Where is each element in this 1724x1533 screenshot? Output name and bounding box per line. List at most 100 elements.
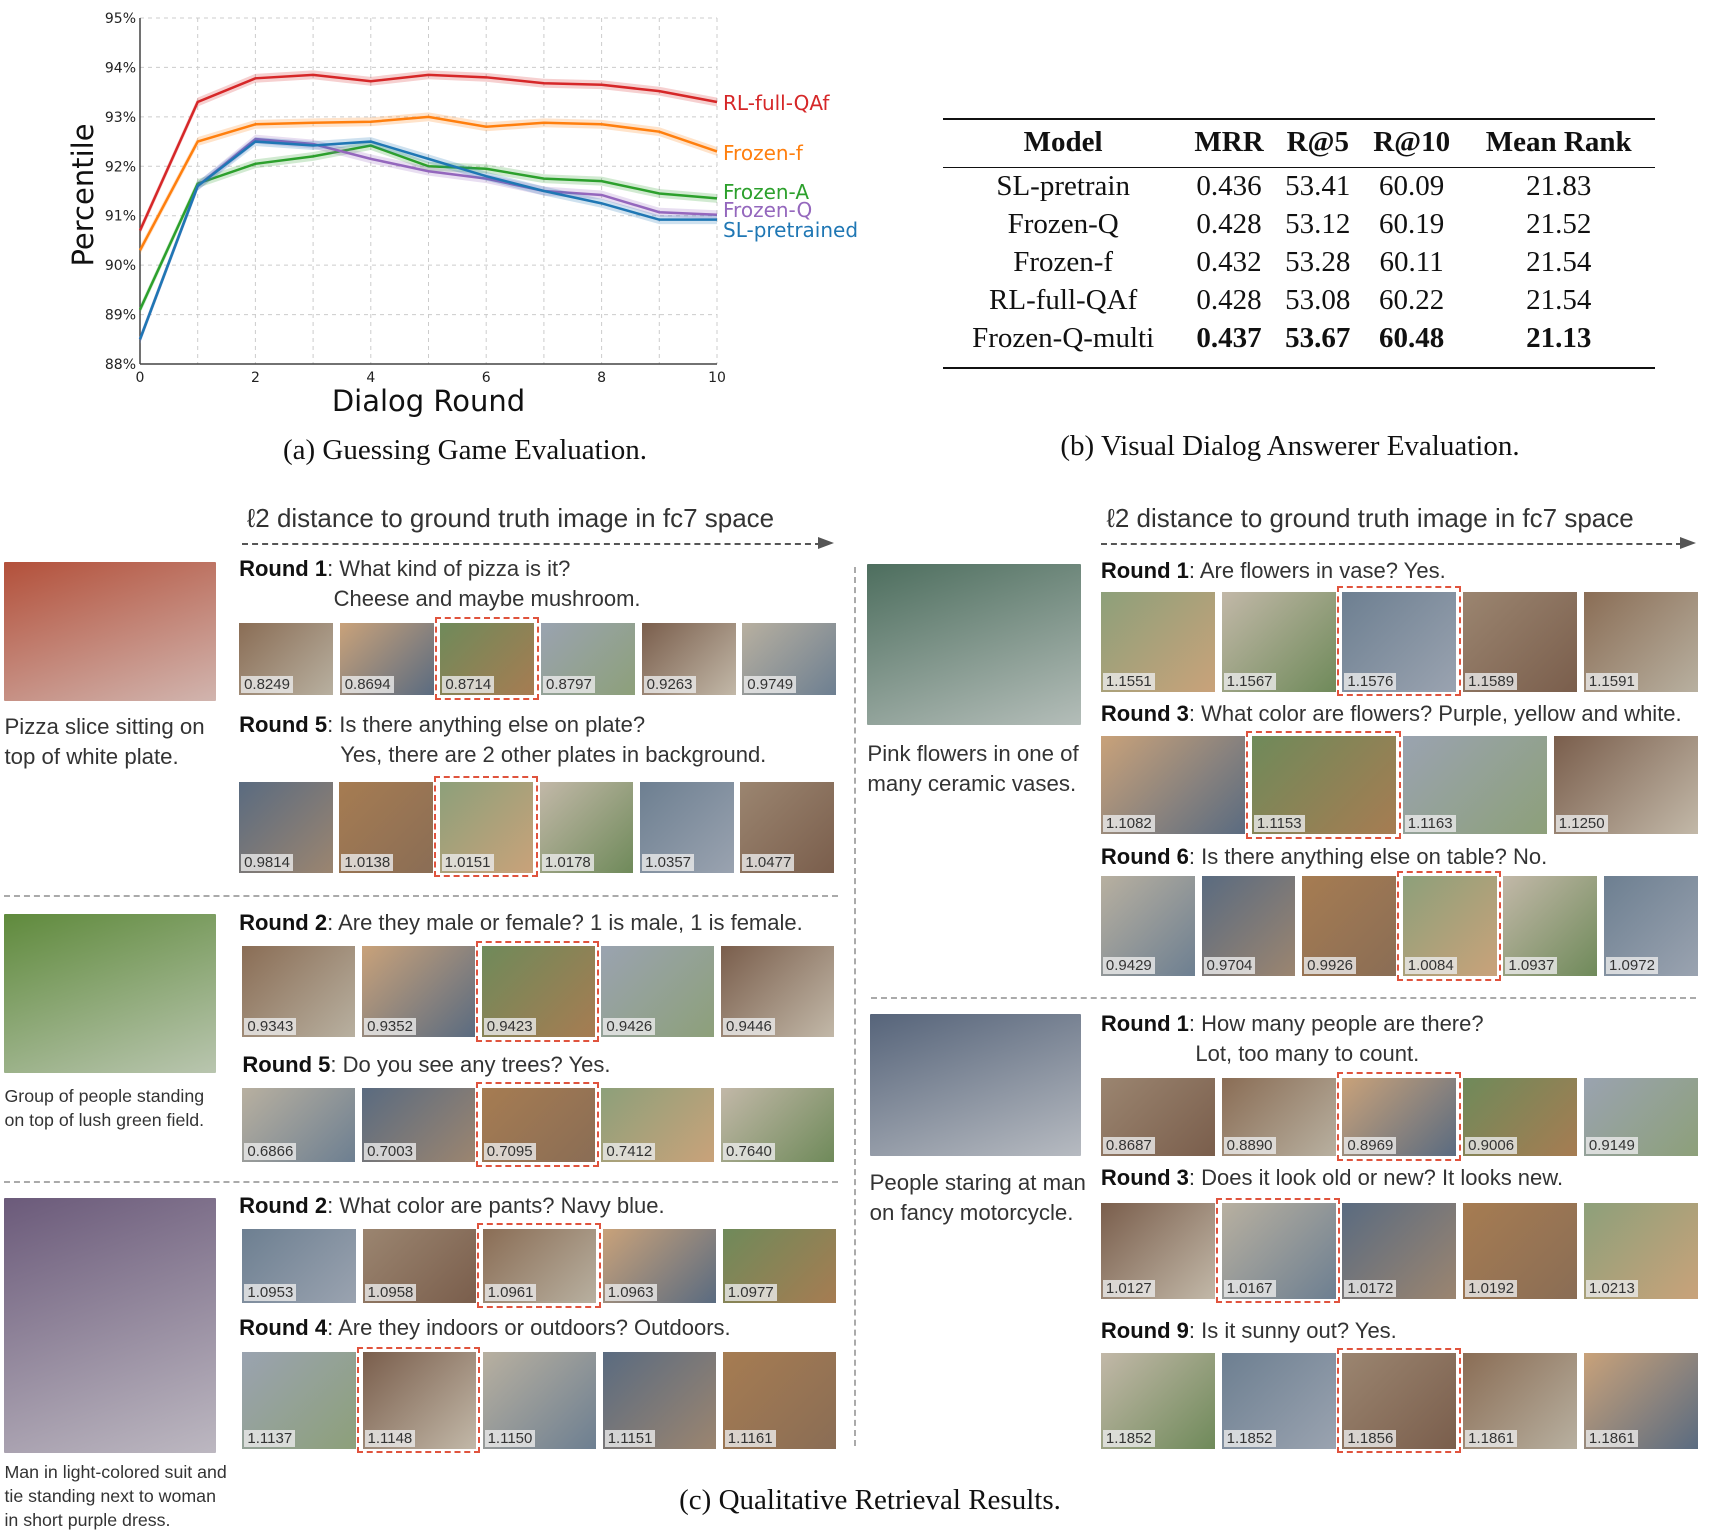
round-question: Round 6: Is there anything else on table… (1101, 844, 1547, 870)
distance-label: 1.0937 (1505, 957, 1558, 975)
retrieved-image: 1.1250 (1553, 736, 1699, 834)
round-question: Round 2: What color are pants? Navy blue… (239, 1193, 665, 1219)
table-row: Frozen-Q 0.428 53.12 60.19 21.52 (943, 206, 1655, 244)
table-cell: 0.437 (1183, 320, 1275, 369)
question-answer-text: : Are they male or female? 1 is male, 1 … (327, 909, 803, 935)
ground-truth-image (869, 1014, 1081, 1157)
column-header: R@5 (1274, 118, 1361, 168)
question-answer-text: : Do you see any trees? Yes. (330, 1051, 611, 1077)
distance-label: 0.7095 (483, 1143, 536, 1161)
distance-label: 1.1137 (244, 1429, 296, 1447)
round-question: Round 5: Is there anything else on plate… (239, 712, 645, 738)
ground-truth-highlight-box (1397, 870, 1502, 981)
retrieved-image: 0.6866 (242, 1087, 356, 1163)
distance-label: 1.0958 (364, 1284, 417, 1302)
ground-truth-image (4, 914, 216, 1074)
y-tick-label: 92% (105, 159, 136, 175)
round-question: Round 3: Does it look old or new? It loo… (1101, 1165, 1563, 1191)
series-line-SL-pretrained (138, 140, 717, 340)
ground-truth-highlight-box (476, 1081, 600, 1167)
x-tick-label: 4 (366, 370, 375, 386)
ground-truth-highlight-box (476, 940, 600, 1043)
retrieved-image: 0.8714 (440, 622, 535, 695)
distance-label: 1.1250 (1555, 814, 1608, 832)
distance-label: 1.1161 (724, 1429, 776, 1447)
round-label: Round 1 (239, 556, 328, 581)
distance-label: 1.0138 (341, 853, 394, 871)
distance-label: 0.9352 (364, 1018, 416, 1036)
distance-label: 0.8890 (1223, 1137, 1276, 1155)
distance-label: 1.0192 (1465, 1279, 1518, 1297)
retrieved-image: 0.9814 (239, 781, 333, 873)
distance-label: 0.9814 (241, 853, 293, 871)
distance-label: 1.0477 (742, 853, 795, 871)
distance-label: 0.9446 (723, 1018, 775, 1036)
question-answer-text: : How many people are there? (1188, 1010, 1484, 1036)
distance-label: 1.1567 (1223, 672, 1276, 690)
caption-line: tie standing next to woman (4, 1486, 216, 1507)
round-label: Round 3 (1100, 1165, 1189, 1191)
arrow-right-icon (818, 537, 835, 550)
round-label: Round 5 (239, 711, 328, 737)
retrieved-image: 1.1852 (1100, 1353, 1215, 1449)
retrieved-image: 0.9429 (1100, 876, 1195, 977)
distance-label: 1.0084 (1404, 957, 1457, 975)
retrieved-image: 0.7003 (362, 1087, 476, 1163)
caption-line: top of white plate. (4, 743, 179, 769)
x-tick-label: 0 (136, 370, 145, 386)
table-cell: Frozen-f (1013, 246, 1114, 278)
retrieved-image: 0.8969 (1342, 1077, 1457, 1157)
retrieved-image: 0.9446 (721, 946, 834, 1038)
answer-text: Lot, too many to count. (1195, 1040, 1420, 1066)
distance-label: 1.1861 (1585, 1429, 1638, 1447)
retrieved-image: 1.1082 (1100, 736, 1246, 834)
retrieved-image: 0.9149 (1583, 1077, 1698, 1157)
question-answer-text: : Are flowers in vase? Yes. (1188, 558, 1446, 584)
table-cell: Frozen-Q-multi (943, 320, 1184, 369)
y-axis-label: Percentile (66, 123, 100, 266)
answer-text: Cheese and maybe mushroom. (333, 586, 641, 612)
ground-truth-highlight-box (1336, 1347, 1462, 1454)
round-label: Round 2 (239, 1193, 328, 1219)
retrieved-image: 1.1151 (602, 1352, 717, 1449)
table-cell: 0.432 (1196, 246, 1262, 278)
distance-label: 0.7412 (603, 1143, 656, 1161)
retrieved-image: 0.9263 (641, 622, 736, 695)
series-label: SL-pretrained (723, 218, 858, 242)
retrieved-image: 1.1576 (1342, 591, 1457, 692)
question-answer-text: : Is there anything else on plate? (327, 711, 646, 737)
caption-line: Man in light-colored suit and (4, 1462, 227, 1483)
arrow-right-icon (1680, 537, 1697, 550)
table-cell: 21.52 (1526, 208, 1592, 240)
round-question: Round 1: How many people are there? (1101, 1011, 1484, 1037)
retrieved-image: 1.1861 (1583, 1353, 1698, 1449)
table-cell: 21.54 (1526, 284, 1592, 316)
caption-line: People staring at man (869, 1169, 1086, 1195)
round-label: Round 3 (1100, 700, 1189, 726)
table-row: Frozen-f 0.432 53.28 60.11 21.54 (943, 244, 1655, 282)
retrieved-image: 1.0192 (1463, 1203, 1578, 1299)
distance-label: 0.9926 (1304, 957, 1357, 975)
table-cell: 21.13 (1462, 320, 1655, 369)
distance-label: 1.0178 (541, 853, 594, 871)
distance-label: 0.9006 (1465, 1137, 1518, 1155)
caption-line: many ceramic vases. (867, 771, 1077, 797)
ground-truth-highlight-box (1246, 730, 1401, 839)
retrieved-image: 1.1551 (1100, 591, 1215, 692)
question-answer-text: : Is there anything else on table? No. (1188, 844, 1548, 869)
table-cell: 60.48 (1360, 320, 1463, 369)
table-cell: SL-pretrain (996, 170, 1130, 202)
caption-line: Pink flowers in one of (867, 741, 1079, 767)
retrieved-image: 1.0167 (1221, 1203, 1336, 1299)
retrieved-image: 0.7095 (481, 1087, 595, 1163)
table-cell: 53.67 (1274, 320, 1361, 369)
round-label: Round 2 (239, 909, 328, 935)
round-question: Round 2: Are they male or female? 1 is m… (239, 910, 803, 936)
distance-label: 1.0972 (1606, 957, 1658, 975)
distance-label: 1.0961 (484, 1284, 537, 1302)
round-question: Round 5: Do you see any trees? Yes. (242, 1052, 610, 1078)
retrieved-image: 1.1567 (1221, 591, 1336, 692)
distance-label: 1.1150 (484, 1429, 536, 1447)
ground-truth-highlight-box (1336, 586, 1462, 697)
retrieved-image: 1.0127 (1100, 1203, 1215, 1299)
